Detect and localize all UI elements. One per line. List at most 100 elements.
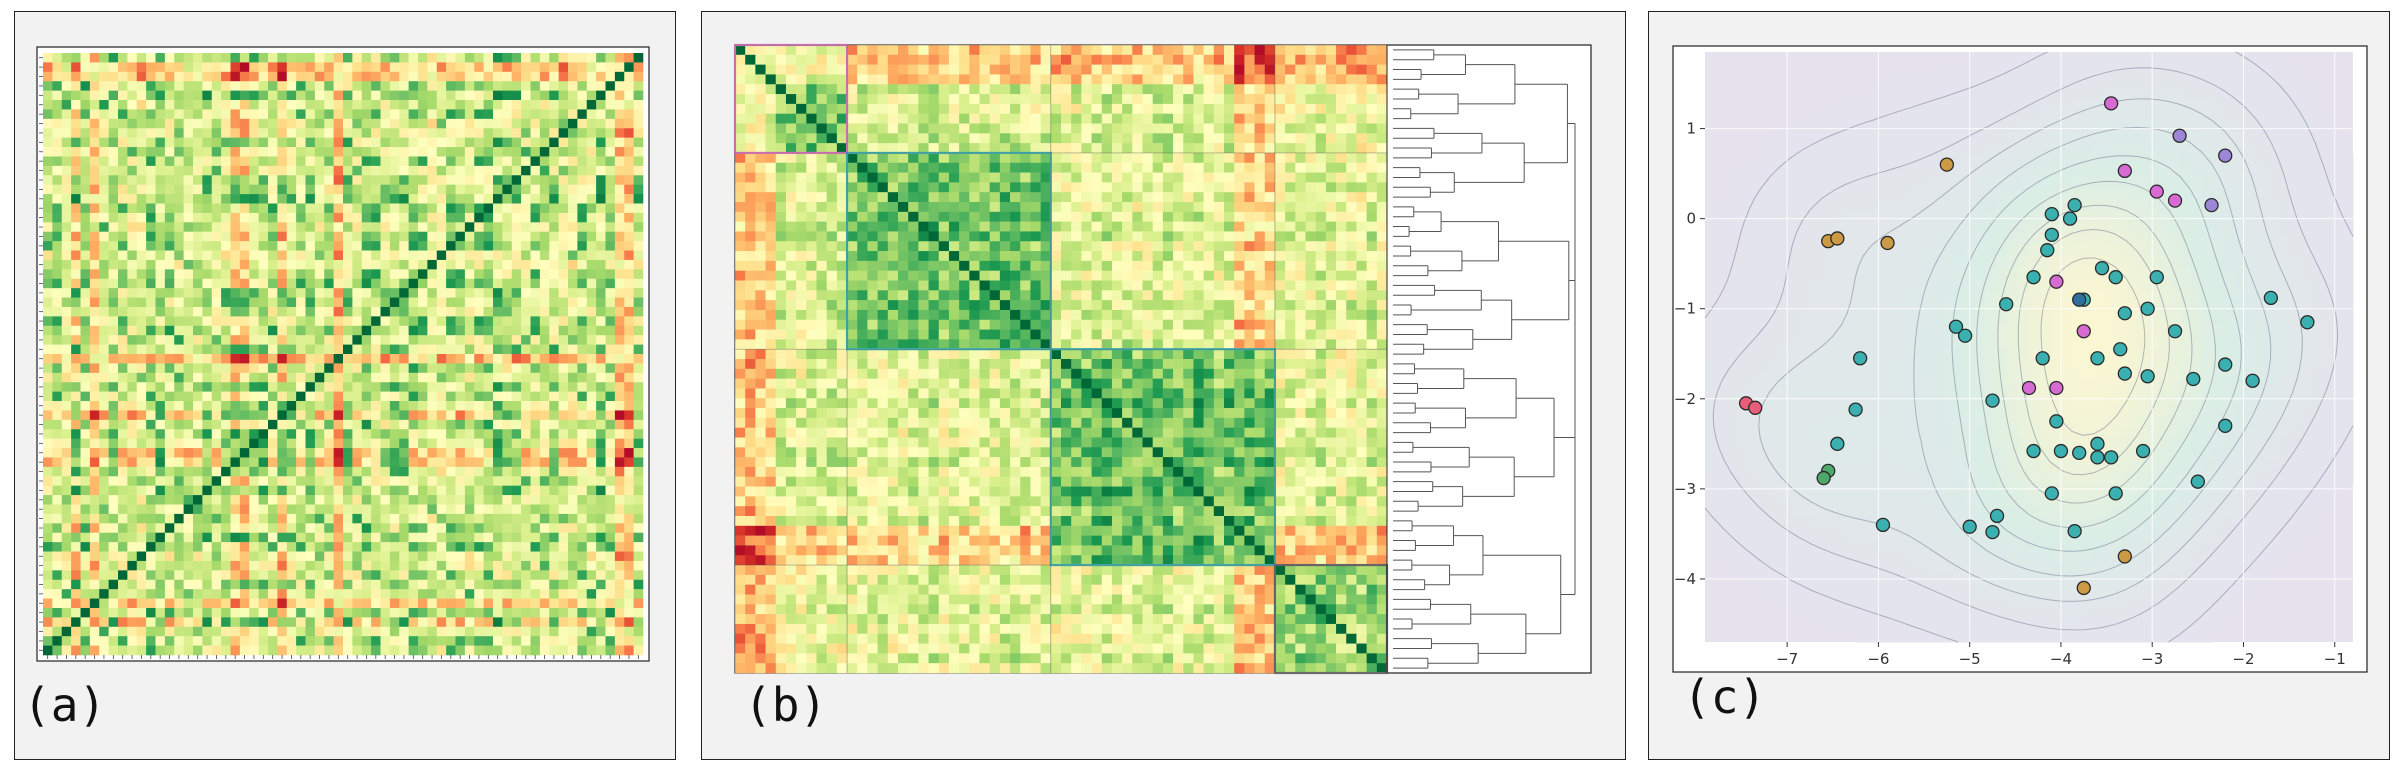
heatmap-cell	[305, 250, 316, 261]
heatmap-cell	[464, 71, 475, 82]
heatmap-cell	[183, 90, 194, 101]
heatmap-cell	[211, 579, 222, 590]
heatmap-cell	[857, 45, 868, 56]
heatmap-cell	[596, 438, 606, 449]
heatmap-cell	[361, 551, 372, 562]
heatmap-cell	[164, 438, 175, 449]
heatmap-cell	[521, 363, 531, 374]
heatmap-cell	[558, 410, 569, 421]
heatmap-cell	[118, 250, 128, 261]
heatmap-cell	[989, 103, 1001, 114]
heatmap-cell	[399, 570, 409, 581]
heatmap-cell	[1325, 123, 1337, 134]
heatmap-cell	[521, 532, 531, 543]
heatmap-cell	[427, 570, 438, 581]
heatmap-cell	[193, 579, 203, 590]
heatmap-cell	[1336, 152, 1347, 164]
heatmap-cell	[230, 53, 241, 63]
heatmap-cell	[511, 551, 522, 562]
heatmap-cell	[558, 504, 569, 515]
heatmap-cell	[418, 391, 428, 402]
heatmap-cell	[596, 316, 606, 327]
heatmap-cell	[826, 94, 838, 105]
heatmap-cell	[99, 542, 109, 552]
heatmap-cell	[539, 81, 550, 91]
heatmap-cell	[464, 165, 475, 176]
heatmap-cell	[108, 335, 119, 345]
heatmap-cell	[446, 372, 456, 383]
heatmap-cell	[202, 429, 213, 439]
heatmap-cell	[408, 626, 419, 637]
heatmap-cell	[464, 344, 475, 355]
heatmap-cell	[474, 316, 484, 327]
heatmap-cell	[446, 259, 456, 270]
heatmap-cell	[614, 448, 625, 458]
heatmap-cell	[71, 354, 81, 364]
heatmap-cell	[118, 372, 128, 383]
heatmap-cell	[1020, 64, 1031, 75]
heatmap-cell	[614, 485, 625, 496]
heatmap-cell	[928, 54, 940, 65]
heatmap-cell	[71, 542, 81, 552]
heatmap-cell	[596, 325, 606, 336]
heatmap-cell	[1376, 162, 1388, 173]
heatmap-cell	[605, 579, 616, 590]
heatmap-cell	[483, 325, 494, 336]
heatmap-cell	[136, 570, 147, 581]
heatmap-cell	[268, 419, 278, 430]
heatmap-cell	[1254, 74, 1266, 85]
heatmap-cell	[202, 513, 213, 524]
heatmap-cell	[511, 354, 522, 364]
heatmap-cell	[399, 118, 409, 129]
heatmap-cell	[136, 156, 147, 167]
heatmap-cell	[493, 495, 503, 505]
heatmap-cell	[127, 636, 138, 646]
heatmap-cell	[324, 354, 334, 364]
heatmap-cell	[436, 429, 447, 439]
heatmap-cell	[193, 222, 203, 233]
heatmap-cell	[361, 523, 372, 534]
heatmap-cell	[380, 325, 391, 336]
heatmap-cell	[155, 457, 166, 468]
heatmap-cell	[464, 100, 475, 110]
heatmap-cell	[174, 410, 184, 421]
heatmap-cell	[127, 241, 138, 251]
heatmap-cell	[511, 100, 522, 110]
heatmap-cell	[624, 419, 634, 430]
heatmap-cell	[624, 598, 634, 609]
heatmap-cell	[474, 607, 484, 618]
heatmap-cell	[586, 607, 597, 618]
heatmap-cell	[202, 504, 213, 515]
heatmap-cell	[614, 175, 625, 185]
heatmap-cell	[539, 382, 550, 392]
heatmap-cell	[568, 419, 578, 430]
heatmap-cell	[785, 172, 797, 183]
heatmap-cell	[136, 579, 147, 590]
heatmap-cell	[521, 617, 531, 628]
heatmap-cell	[568, 579, 578, 590]
heatmap-cell	[483, 579, 494, 590]
heatmap-cell	[530, 250, 541, 261]
heatmap-cell	[1274, 84, 1286, 95]
heatmap-cell	[80, 325, 91, 336]
heatmap-cell	[867, 133, 878, 144]
heatmap-cell	[155, 278, 166, 289]
heatmap-cell	[99, 109, 109, 120]
heatmap-cell	[286, 363, 297, 374]
heatmap-cell	[230, 532, 241, 543]
heatmap-cell	[511, 71, 522, 82]
heatmap-cell	[314, 542, 325, 552]
heatmap-cell	[305, 570, 316, 581]
heatmap-cell	[202, 241, 213, 251]
heatmap-cell	[577, 297, 588, 308]
heatmap-cell	[959, 152, 970, 164]
heatmap-cell	[948, 74, 960, 85]
heatmap-cell	[43, 194, 53, 204]
heatmap-cell	[164, 617, 175, 628]
heatmap-cell	[127, 137, 138, 148]
heatmap-cell	[877, 84, 889, 95]
heatmap-cell	[164, 560, 175, 571]
heatmap-cell	[193, 589, 203, 599]
heatmap-cell	[193, 184, 203, 195]
heatmap-cell	[1336, 172, 1347, 183]
